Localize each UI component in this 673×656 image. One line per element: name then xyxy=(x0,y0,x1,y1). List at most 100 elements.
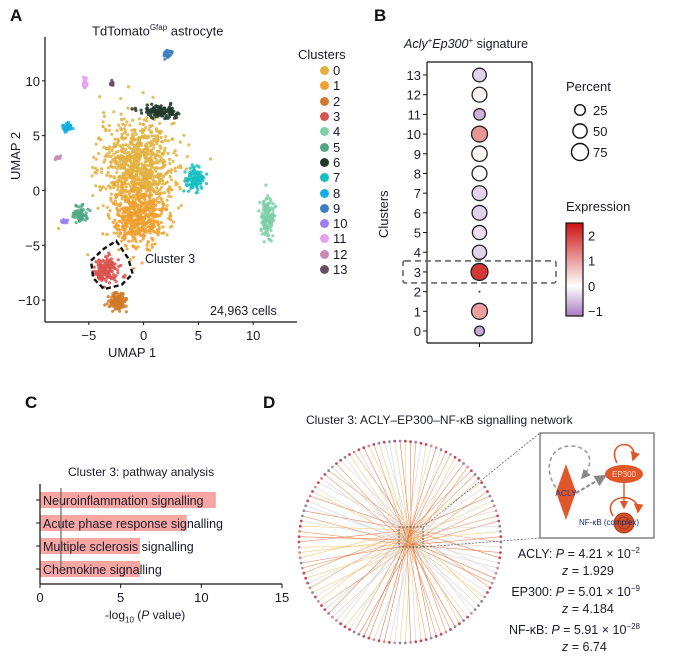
network-peripheral-node xyxy=(477,477,480,480)
network-peripheral-node xyxy=(388,641,391,644)
network-peripheral-node xyxy=(339,622,342,625)
network-peripheral-node xyxy=(474,608,477,611)
network-peripheral-node xyxy=(430,445,433,448)
network-peripheral-node xyxy=(489,495,492,498)
network-peripheral-node xyxy=(298,535,301,538)
network-peripheral-node xyxy=(491,500,494,503)
network-edge xyxy=(374,545,411,640)
network-edge xyxy=(410,530,459,624)
network-peripheral-node xyxy=(300,520,303,523)
network-peripheral-node xyxy=(314,486,317,489)
network-edge xyxy=(310,496,410,530)
stat-p-symbol: P xyxy=(551,623,559,637)
network-peripheral-node xyxy=(493,504,496,507)
network-peripheral-node xyxy=(373,638,376,641)
network-peripheral-node xyxy=(404,642,407,645)
network-peripheral-node xyxy=(317,481,320,484)
network-peripheral-node xyxy=(477,604,480,607)
network-peripheral-node xyxy=(353,451,356,454)
stat-p-value: EP300: P = 5.01 × 10−9 xyxy=(500,580,640,601)
network-peripheral-node xyxy=(493,577,496,580)
stat-z-score: z = 4.184 xyxy=(520,601,640,618)
network-peripheral-node xyxy=(317,600,320,603)
network-peripheral-node xyxy=(331,616,334,619)
network-peripheral-node xyxy=(306,500,309,503)
network-edge xyxy=(411,450,441,545)
network-peripheral-node xyxy=(311,591,314,594)
network-peripheral-node xyxy=(414,640,417,643)
network-peripheral-node xyxy=(393,440,396,443)
network-peripheral-node xyxy=(454,625,457,628)
ep300-node-label: EP300 xyxy=(612,470,637,479)
network-edge xyxy=(411,467,468,545)
network-peripheral-node xyxy=(309,495,312,498)
stat-z-value: = 4.184 xyxy=(568,602,614,616)
network-peripheral-node xyxy=(311,490,314,493)
network-peripheral-node xyxy=(466,466,469,469)
network-peripheral-node xyxy=(362,446,365,449)
network-peripheral-node xyxy=(483,486,486,489)
network-peripheral-node xyxy=(496,515,499,518)
network-peripheral-node xyxy=(298,530,301,533)
network-peripheral-node xyxy=(301,515,304,518)
network-peripheral-node xyxy=(470,469,473,472)
network-peripheral-node xyxy=(331,466,334,469)
network-peripheral-node xyxy=(383,441,386,444)
stat-z-score: z = 1.929 xyxy=(520,563,640,580)
stat-p-mantissa: = 5.91 × 10 xyxy=(560,623,627,637)
network-peripheral-node xyxy=(458,459,461,462)
acly-node-label: ACLY xyxy=(555,488,577,498)
zoom-connector-line xyxy=(423,433,540,527)
stat-p-value: ACLY: P = 4.21 × 10−2 xyxy=(500,542,640,563)
network-peripheral-node xyxy=(445,451,448,454)
network-peripheral-node xyxy=(378,442,381,445)
stat-z-value: = 1.929 xyxy=(568,564,614,578)
network-peripheral-node xyxy=(320,477,323,480)
network-peripheral-node xyxy=(483,596,486,599)
network-peripheral-node xyxy=(393,642,396,645)
network-peripheral-node xyxy=(399,440,402,443)
network-peripheral-node xyxy=(409,641,412,644)
network-edge xyxy=(336,464,411,546)
network-peripheral-node xyxy=(358,633,361,636)
network-peripheral-node xyxy=(496,567,499,570)
network-peripheral-node xyxy=(314,596,317,599)
network-peripheral-node xyxy=(367,445,370,448)
stat-p-symbol: P xyxy=(556,547,564,561)
network-peripheral-node xyxy=(298,541,301,544)
network-peripheral-node xyxy=(303,509,306,512)
network-edge xyxy=(411,545,464,621)
network-peripheral-node xyxy=(299,556,302,559)
network-peripheral-node xyxy=(462,462,465,465)
network-peripheral-node xyxy=(425,443,428,446)
network-peripheral-node xyxy=(430,637,433,640)
network-peripheral-node xyxy=(327,612,330,615)
network-peripheral-node xyxy=(449,628,452,631)
network-peripheral-node xyxy=(470,612,473,615)
network-peripheral-node xyxy=(348,628,351,631)
network-edge xyxy=(369,446,410,530)
stat-p-value: NF-κB: P = 5.91 × 10−28 xyxy=(500,618,640,639)
network-edge xyxy=(322,545,412,606)
network-peripheral-node xyxy=(440,633,443,636)
network-peripheral-node xyxy=(499,530,502,533)
network-peripheral-node xyxy=(353,631,356,634)
network-peripheral-node xyxy=(358,448,361,451)
network-edge xyxy=(329,471,410,530)
stat-gene: EP300: xyxy=(511,585,555,599)
network-peripheral-node xyxy=(299,525,302,528)
network-peripheral-node xyxy=(348,453,351,456)
stat-p-exponent: −28 xyxy=(626,622,640,631)
network-peripheral-node xyxy=(300,562,303,565)
network-edge xyxy=(354,452,410,530)
network-peripheral-node xyxy=(495,572,498,575)
network-peripheral-node xyxy=(486,591,489,594)
network-peripheral-node xyxy=(449,453,452,456)
network-peripheral-node xyxy=(324,608,327,611)
network-peripheral-node xyxy=(399,642,402,645)
network-peripheral-node xyxy=(495,509,498,512)
network-peripheral-node xyxy=(498,525,501,528)
network-peripheral-node xyxy=(388,440,391,443)
network-peripheral-node xyxy=(445,631,448,634)
